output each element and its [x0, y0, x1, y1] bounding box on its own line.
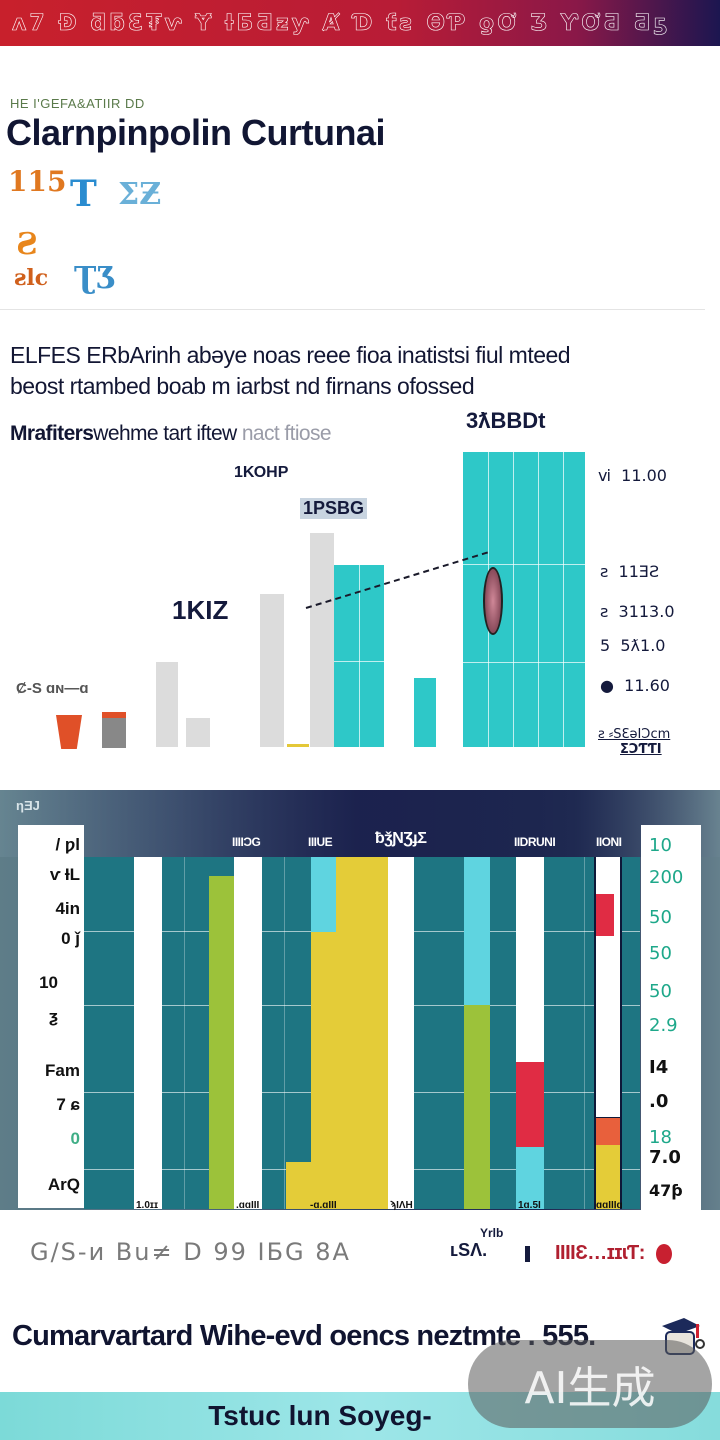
bar [414, 678, 436, 747]
bar [186, 718, 210, 747]
bar [260, 594, 284, 747]
bar-chart-bottom: ƞƎJ IIIIƆG IIIUE ƀǯƝƷɟƩ IIDRUNI IIONI / … [0, 790, 720, 1210]
legend-swatch-gray [102, 712, 126, 748]
x-tick-label: .ɑɑIII [236, 1200, 260, 1211]
bar [311, 932, 336, 1209]
section-divider [0, 309, 705, 310]
legend-marker [525, 1246, 530, 1262]
chart2-header-band [0, 790, 720, 857]
right-axis-tick: ƨ 11ƎƧ [600, 562, 660, 581]
scribble-number: 115 [8, 165, 67, 198]
right-axis-tick: ⅵ 11.00 [598, 466, 667, 485]
scribble-glyph: ƨlc [14, 265, 49, 291]
scribble-glyph: Ƨ [16, 227, 38, 262]
scribble-glyph: ƮƷ [74, 261, 117, 296]
bar [516, 1147, 544, 1209]
peak-label: 1ΚΟΗΡ [234, 464, 289, 481]
footer-band-text: Tstuc lun Soyeg- [208, 1400, 432, 1431]
x-tick-label: ϡΙΛΗ [390, 1200, 413, 1211]
left-annotation: 1KIZ [172, 595, 229, 625]
bottom-right-label-2: ƩƆƬƬI [620, 742, 662, 757]
bar-baseline-marker [287, 744, 309, 747]
bar [134, 857, 162, 1209]
scribble-glyph: T [70, 173, 97, 215]
chart-subheading: Mrafiterswehme tart iftew nact ftiose [10, 422, 332, 446]
subhead-normal: wehme tart iftew [93, 422, 242, 445]
bar-chart-top: Ȼ-S ɑɴ—ɑ 1ΚΟΗΡ 1PSBG 1KIZ 3ƛBBDt ⅵ 11.00… [0, 400, 720, 780]
x-tick-label: 1.0ɪɪ [136, 1200, 159, 1211]
x-tick-label: ɑɑIIIɑ [596, 1200, 623, 1211]
right-axis-tick: 5 5ƛ1.0 [600, 636, 666, 655]
right-axis-tick: ƨ 3113.0 [600, 602, 675, 621]
chart2-corner-label: ƞƎJ [16, 798, 40, 813]
bar [311, 857, 336, 932]
bar [516, 1062, 544, 1147]
bar [234, 857, 262, 1209]
bar [388, 857, 414, 1209]
bar [209, 876, 234, 1209]
ai-watermark: AI生成 [468, 1340, 712, 1428]
bar [336, 857, 388, 1209]
right-axis-labels: 10 200 50 50 50 2.9 I4 .0 18 7.0 47ƥ [641, 825, 701, 1210]
column-header: IIONI [596, 835, 622, 849]
top-banner: ᴧ7 Ɖ ƌƃƐ₮ⱱ Ɏ ƗƂƋƶƴ Ⱥ Ɗ ƭƨ ƟƤ ƍƠ Ʒ ƳƠƋ Ƌƽ [0, 0, 720, 46]
bar [596, 1118, 620, 1145]
page-title: Clarnpinpolin Curtunai [6, 112, 385, 153]
right-axis-tick: ● 11.60 [600, 676, 670, 695]
bar [464, 1005, 490, 1209]
legend-dot-icon [656, 1244, 672, 1264]
column-header: IIDRUNI [514, 835, 556, 849]
x-tick-label: 1ɑ.5Ɩ [518, 1200, 541, 1211]
column-header: ƀǯƝƷɟƩ [375, 830, 427, 847]
bottom-right-label: ƨ ⸗SƐəIƆcm [598, 727, 671, 742]
subhead-faded: nact ftiose [241, 422, 332, 445]
legend-annotation: Yrlb ʟSΛ. [450, 1226, 504, 1260]
legend-red-label: IIIIƐ…ɪɪɩƬ: [555, 1242, 645, 1264]
x-tick-label: -ɑ.ɑIII [310, 1200, 337, 1211]
legend-text: G/S-ᴎ Bu≠ D 99 ΙБG 8A [30, 1238, 351, 1266]
banner-text: ᴧ7 Ɖ ƌƃƐ₮ⱱ Ɏ ƗƂƋƶƴ Ⱥ Ɗ ƭƨ ƟƤ ƍƠ Ʒ ƳƠƋ Ƌƽ [12, 10, 671, 36]
chart1-legend-text: Ȼ-S ɑɴ—ɑ [16, 680, 89, 697]
legend-swatch-orange [56, 715, 82, 749]
column-header: IIIUE [308, 835, 333, 849]
bar [286, 1162, 311, 1209]
bar [310, 533, 334, 747]
eyebrow-label: HE I'GEFA&ATIIR DD [10, 96, 145, 111]
bar [334, 565, 384, 747]
bar [463, 452, 585, 747]
scribble-graphic: 115 T ƩƵ Ƨ ƨlc ƮƷ [8, 165, 178, 300]
scribble-glyph: ƩƵ [118, 177, 162, 212]
description-line: ELFES ERbArinh abəye noas reee fioa inat… [10, 342, 571, 368]
capsule-marker [483, 567, 503, 635]
bar [464, 857, 490, 1005]
bar [156, 662, 178, 747]
bar-highlight [596, 894, 614, 936]
bar [596, 1145, 620, 1209]
description-line: beost rtambed boab m iarbst nd firnans o… [10, 373, 475, 399]
bar [516, 857, 544, 1062]
description: ELFES ERbArinh abəye noas reee fioa inat… [10, 340, 710, 402]
value-box-label: 1PSBG [300, 498, 368, 519]
top-right-label: 3ƛBBDt [466, 408, 546, 433]
column-header: IIIIƆG [232, 835, 261, 849]
subhead-bold: Mrafiters [10, 422, 94, 445]
left-axis-labels: / ƿl ⱱ ƗL 4in 0 ǰ 10 ƺ Fam 7 ɕ 0 ArQ [18, 825, 84, 1208]
